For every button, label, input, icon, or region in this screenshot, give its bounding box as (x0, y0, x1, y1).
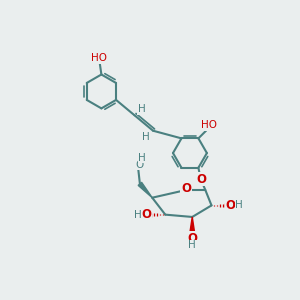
Text: H: H (188, 240, 196, 250)
Text: O: O (226, 199, 236, 212)
Text: O: O (181, 182, 191, 195)
Text: HO: HO (201, 120, 217, 130)
Text: H: H (138, 104, 145, 114)
Text: O: O (141, 208, 151, 221)
Text: H: H (142, 132, 150, 142)
Polygon shape (190, 217, 195, 232)
Text: O: O (135, 160, 143, 170)
Polygon shape (138, 182, 152, 198)
Text: H: H (235, 200, 243, 210)
Text: HO: HO (91, 53, 107, 63)
Text: H: H (134, 210, 142, 220)
Text: H: H (138, 153, 146, 163)
Text: O: O (187, 232, 197, 245)
Text: O: O (196, 173, 206, 186)
